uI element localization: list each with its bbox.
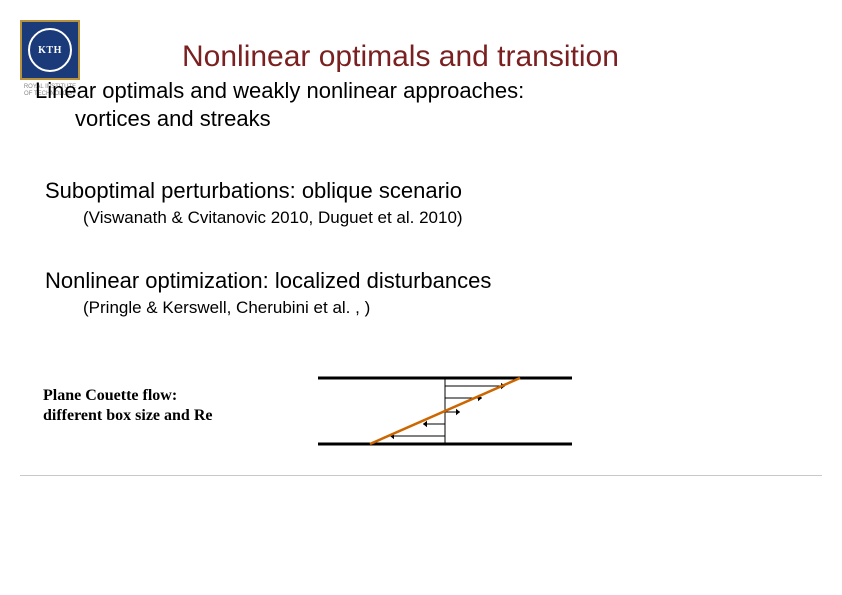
body-p1-l1: Linear optimals and weakly nonlinear app… [35,78,524,104]
body-p3: Nonlinear optimization: localized distur… [45,268,491,294]
kth-logo-seal: KTH [28,28,72,72]
kth-logo-text: KTH [38,45,62,56]
kth-logo: KTH [20,20,80,80]
body-p2-cite: (Viswanath & Cvitanovic 2010, Duguet et … [83,208,463,228]
footer-divider [20,475,822,476]
body-p2: Suboptimal perturbations: oblique scenar… [45,178,462,204]
slide-title: Nonlinear optimals and transition [182,40,619,74]
body-p3-cite: (Pringle & Kerswell, Cherubini et al. , … [83,298,370,318]
couette-flow-diagram [310,368,590,458]
figure-caption-l2: different box size and Re [43,407,212,425]
figure-caption-l1: Plane Couette flow: [43,387,177,405]
body-p1-l2: vortices and streaks [75,106,271,132]
